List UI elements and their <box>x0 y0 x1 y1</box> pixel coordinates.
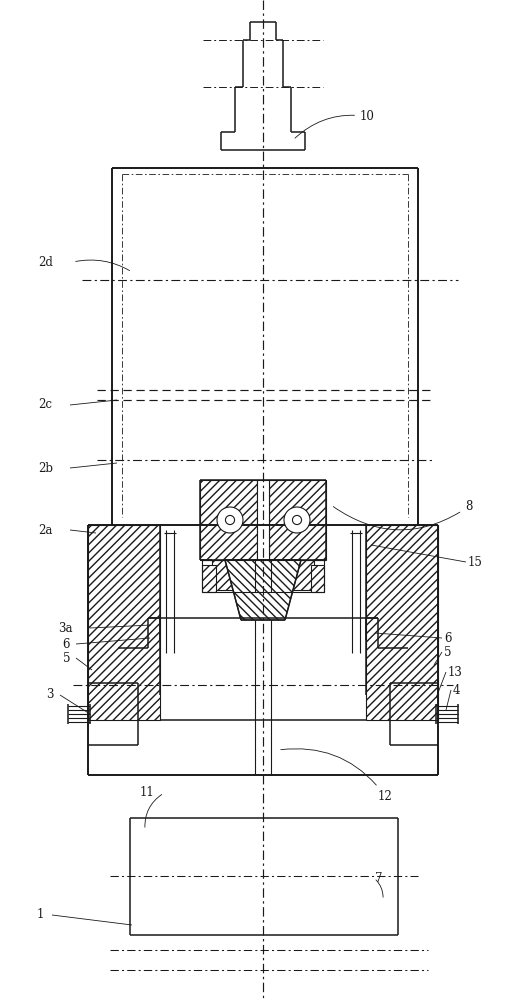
Circle shape <box>292 515 301 525</box>
Circle shape <box>226 515 235 525</box>
Text: 2a: 2a <box>38 524 52 536</box>
Text: 3a: 3a <box>58 621 73 635</box>
Text: 4: 4 <box>453 684 461 696</box>
Polygon shape <box>366 525 438 720</box>
Polygon shape <box>257 560 269 592</box>
Polygon shape <box>269 480 326 560</box>
Text: 2b: 2b <box>38 462 53 475</box>
Polygon shape <box>88 525 160 720</box>
Circle shape <box>217 507 243 533</box>
Polygon shape <box>202 565 216 592</box>
Polygon shape <box>282 560 314 590</box>
Polygon shape <box>311 565 324 592</box>
Text: 5: 5 <box>63 652 71 664</box>
Text: 7: 7 <box>375 871 383 884</box>
Text: 12: 12 <box>281 749 393 803</box>
Polygon shape <box>200 480 257 560</box>
Text: 10: 10 <box>295 110 375 138</box>
Circle shape <box>284 507 310 533</box>
Text: 13: 13 <box>448 666 463 678</box>
Polygon shape <box>225 560 301 620</box>
Text: 8: 8 <box>333 500 472 530</box>
Text: 2d: 2d <box>38 255 53 268</box>
Text: 5: 5 <box>444 646 452 658</box>
Polygon shape <box>247 560 255 592</box>
Polygon shape <box>212 560 245 590</box>
Text: 11: 11 <box>140 786 155 800</box>
Polygon shape <box>271 560 279 592</box>
Text: 6: 6 <box>444 632 452 645</box>
Text: 3: 3 <box>46 688 54 702</box>
Text: 15: 15 <box>468 556 483 568</box>
Text: 2c: 2c <box>38 398 52 412</box>
Text: 6: 6 <box>62 638 70 650</box>
Bar <box>257 480 269 560</box>
Text: 1: 1 <box>37 908 44 922</box>
